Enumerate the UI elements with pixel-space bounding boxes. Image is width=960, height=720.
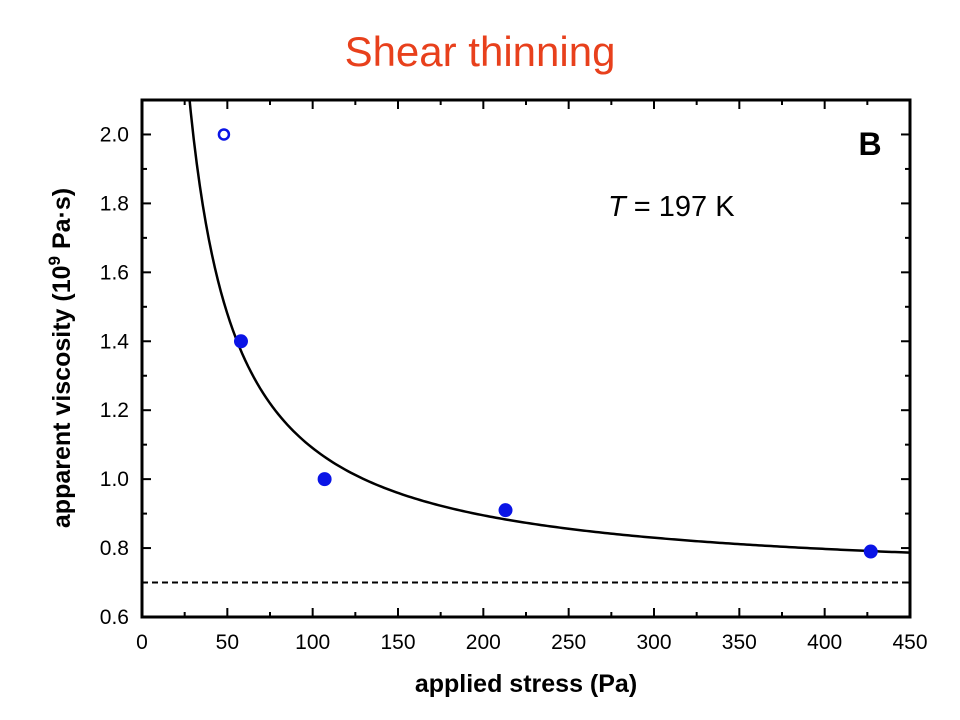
y-axis-title-exponent: 9 — [45, 256, 64, 265]
y-tick-label: 1.6 — [100, 261, 129, 284]
panel-label: B — [858, 126, 881, 162]
points-layer — [217, 128, 878, 559]
x-tick-label: 200 — [466, 631, 501, 654]
x-axis-title: applied stress (Pa) — [415, 670, 637, 698]
tick-labels-layer: 0 50 100 150 200 250 300 350 400 450 0.6 0.8 1.0 1.2 1… — [100, 123, 928, 654]
x-tick-label: 450 — [892, 631, 927, 654]
y-tick-label: 0.6 — [100, 606, 129, 629]
y-tick-label: 2.0 — [100, 123, 129, 146]
x-tick-label: 400 — [807, 631, 842, 654]
y-axis-title: apparent viscosity (109 Pa·s) — [45, 188, 76, 528]
x-tick-label: 250 — [551, 631, 586, 654]
temperature-annotation: T = 197 K — [608, 191, 735, 223]
filled-data-point — [863, 544, 878, 559]
fit-curve — [188, 100, 910, 554]
y-tick-label: 1.0 — [100, 468, 129, 491]
temperature-value: = 197 K — [626, 191, 735, 223]
y-axis-title-main: apparent viscosity (10 — [48, 265, 76, 528]
y-tick-label: 1.4 — [100, 330, 130, 353]
plot-frame — [140, 98, 912, 619]
x-tick-label: 150 — [380, 631, 415, 654]
x-tick-label: 50 — [216, 631, 239, 654]
filled-data-point — [233, 334, 248, 349]
open-data-point — [217, 128, 231, 141]
fit-curve-layer — [188, 100, 910, 554]
filled-data-point — [317, 472, 332, 487]
y-tick-label: 0.8 — [100, 537, 129, 560]
x-tick-label: 0 — [136, 631, 148, 654]
filled-data-point — [498, 503, 513, 518]
x-tick-label: 300 — [636, 631, 671, 654]
x-tick-label: 350 — [722, 631, 757, 654]
slide-title: Shear thinning — [344, 28, 616, 75]
x-tick-label: 100 — [295, 631, 330, 654]
y-tick-label: 1.2 — [100, 399, 129, 422]
y-tick-label: 1.8 — [100, 192, 129, 215]
temperature-symbol: T — [608, 191, 628, 223]
ticks-layer — [141, 99, 911, 618]
y-axis-title-unit: Pa·s) — [48, 188, 76, 256]
